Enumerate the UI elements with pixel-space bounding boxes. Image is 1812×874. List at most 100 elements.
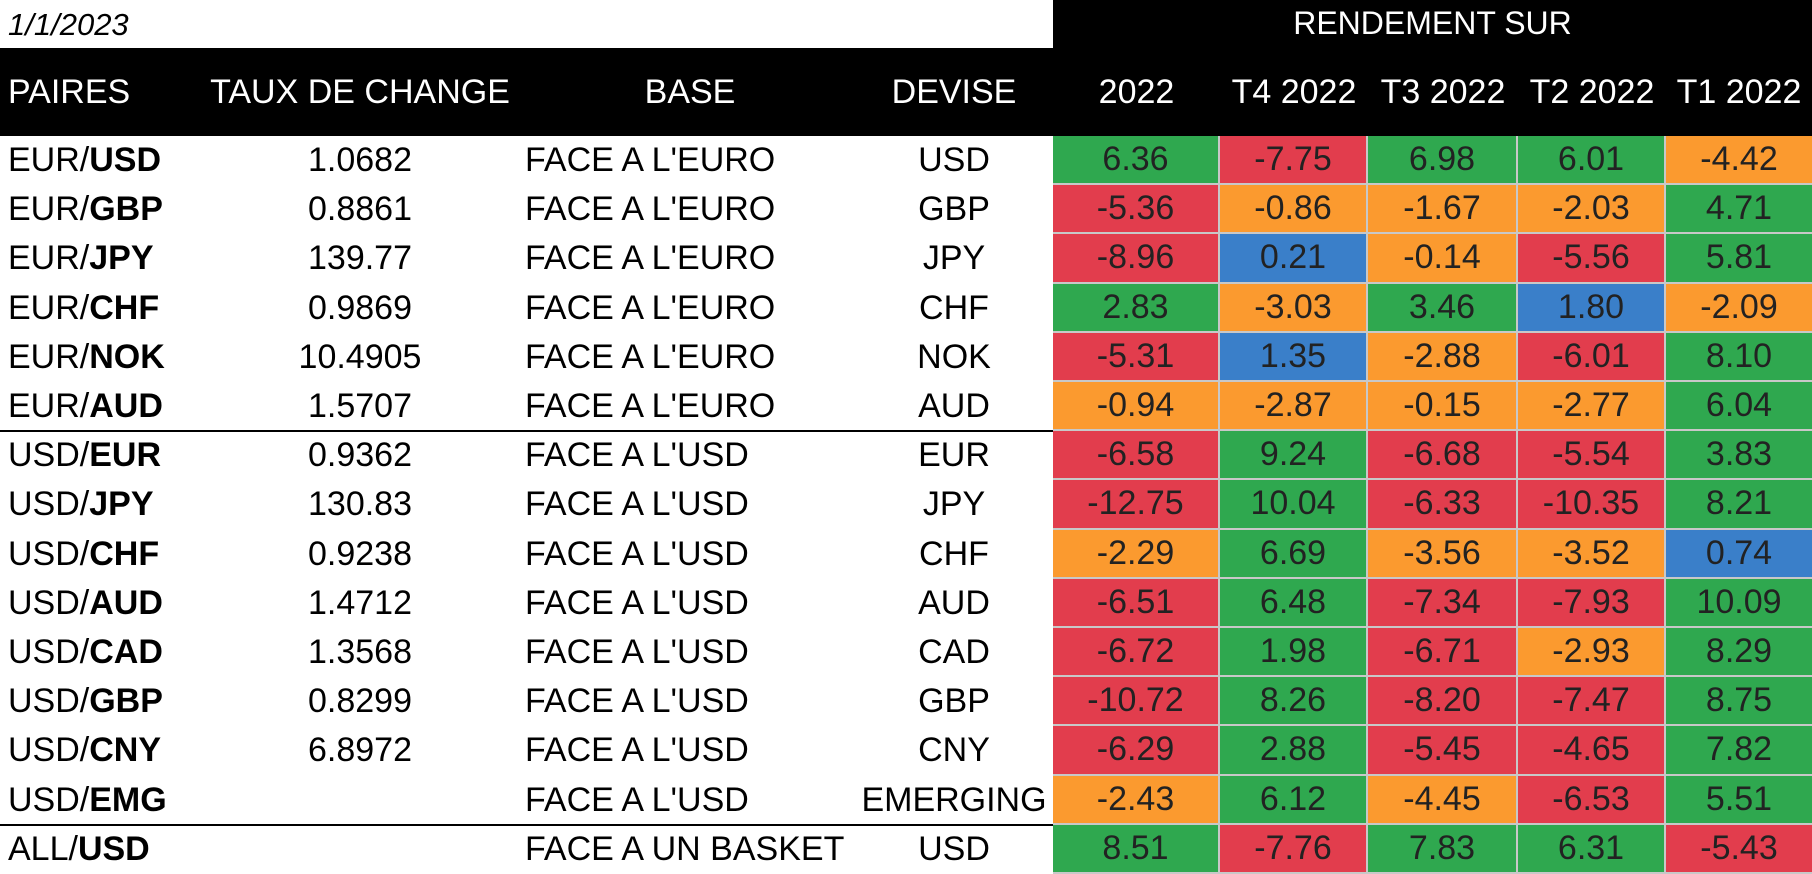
return-cell: 0.21 [1220,234,1368,284]
return-cell: 6.69 [1220,529,1368,579]
return-cell: -7.76 [1220,824,1368,874]
return-cell: -6.72 [1053,628,1220,678]
pair-cell: ALL/USD [8,825,198,874]
return-cell: 6.48 [1220,578,1368,628]
group-separator [0,430,1053,433]
header-period-t4-2022: T4 2022 [1231,73,1357,111]
pair-cell: USD/EUR [8,431,198,480]
return-cell: -0.94 [1053,382,1220,432]
pair-prefix: USD/ [8,633,90,672]
pair-prefix: EUR/ [8,141,90,180]
return-cell: 5.81 [1666,234,1812,284]
pair-cell: EUR/AUD [8,382,198,431]
return-cell: 7.83 [1368,824,1518,874]
pair-currency: EUR [89,436,162,475]
rate-cell: 0.9238 [308,534,412,573]
header-period-t1-2022: T1 2022 [1676,73,1802,111]
return-cell: -10.72 [1053,677,1220,727]
rate-cell: 6.8972 [308,731,412,770]
return-cell: -3.03 [1220,283,1368,333]
rate-cell: 10.4905 [298,337,422,376]
table-row: USD/EUR 0.9362 FACE A L'USD EUR -6.58 9.24 -6.… [0,431,1812,481]
table-row: USD/CAD 1.3568 FACE A L'USD CAD -6.72 1.98 -6.… [0,628,1812,678]
return-cell: 6.01 [1518,136,1666,186]
return-cell: 5.51 [1666,775,1812,825]
header-period-t3-2022: T3 2022 [1380,73,1506,111]
devise-cell: CNY [918,731,990,770]
devise-cell: CAD [918,633,990,672]
pair-currency: CNY [89,731,162,770]
pair-currency: USD [89,141,162,180]
return-cell: 10.09 [1666,578,1812,628]
table-row: ALL/USD FACE A UN BASKET USD 8.51 -7.76 7.83 6… [0,824,1812,874]
pair-cell: EUR/USD [8,136,198,185]
pair-prefix: USD/ [8,682,90,721]
return-cell: -3.56 [1368,529,1518,579]
return-cell: -4.45 [1368,775,1518,825]
base-cell: FACE A L'USD [525,682,749,721]
rate-cell: 0.9362 [308,436,412,475]
table-row: USD/AUD 1.4712 FACE A L'USD AUD -6.51 6.48 -7.… [0,578,1812,628]
return-cell: -6.01 [1518,332,1666,382]
pair-currency: AUD [89,583,163,622]
return-cell: -8.96 [1053,234,1220,284]
table-row: EUR/GBP 0.8861 FACE A L'EURO GBP -5.36 -0.86-… [0,185,1812,235]
pair-currency: EMG [89,780,167,819]
pair-cell: EUR/GBP [8,185,198,234]
header-pair: PAIRES [8,73,131,111]
pair-currency: JPY [89,239,154,278]
return-cell: -2.09 [1666,283,1812,333]
pair-prefix: USD/ [8,731,90,770]
pair-cell: EUR/NOK [8,333,198,382]
base-cell: FACE A L'USD [525,436,749,475]
return-cell: 7.82 [1666,726,1812,776]
rate-cell: 1.3568 [308,633,412,672]
pair-cell: USD/GBP [8,677,198,726]
pair-prefix: USD/ [8,583,90,622]
pair-prefix: USD/ [8,534,90,573]
return-cell: -5.36 [1053,185,1220,235]
return-cell: 1.80 [1518,283,1666,333]
pair-currency: CAD [89,633,163,672]
pair-prefix: EUR/ [8,288,90,327]
return-cell: -2.29 [1053,529,1220,579]
pair-prefix: EUR/ [8,190,90,229]
table-row: USD/JPY 130.83 FACE A L'USD JPY -12.75 10.04-… [0,480,1812,530]
return-cell: -5.43 [1666,824,1812,874]
devise-cell: JPY [922,239,986,278]
pair-currency: CHF [89,288,160,327]
header-period-2022: 2022 [1098,73,1175,111]
rate-cell: 1.4712 [308,583,412,622]
devise-cell: AUD [918,387,990,426]
return-cell: -2.87 [1220,382,1368,432]
return-cell: 2.83 [1053,283,1220,333]
return-cell: -7.93 [1518,578,1666,628]
devise-cell: USD [918,141,990,180]
pair-prefix: EUR/ [8,387,90,426]
return-cell: 6.98 [1368,136,1518,186]
return-cell: 2.88 [1220,726,1368,776]
return-cell: 3.46 [1368,283,1518,333]
return-cell: -7.34 [1368,578,1518,628]
return-cell: -1.67 [1368,185,1518,235]
devise-cell: CHF [919,534,989,573]
devise-cell: AUD [918,583,990,622]
return-cell: -5.56 [1518,234,1666,284]
pair-cell: USD/CHF [8,530,198,579]
return-cell: 0.74 [1666,529,1812,579]
header-row [0,48,1812,136]
return-cell: 1.35 [1220,332,1368,382]
table-row: EUR/USD 1.0682 FACE A L'EURO USD 6.36 -7.75 6.… [0,136,1812,186]
return-cell: 8.21 [1666,480,1812,530]
base-cell: FACE A L'USD [525,485,749,524]
pair-currency: GBP [89,682,163,721]
return-cell: 6.31 [1518,824,1666,874]
return-cell: -10.35 [1518,480,1666,530]
return-cell: -5.31 [1053,332,1220,382]
base-cell: FACE A L'USD [525,780,749,819]
pair-currency: USD [77,829,150,868]
table-row: EUR/NOK 10.4905 FACE A L'EURO NOK -5.31 1.35-… [0,332,1812,382]
rate-cell: 0.8299 [308,682,412,721]
pair-cell: USD/CNY [8,726,198,775]
